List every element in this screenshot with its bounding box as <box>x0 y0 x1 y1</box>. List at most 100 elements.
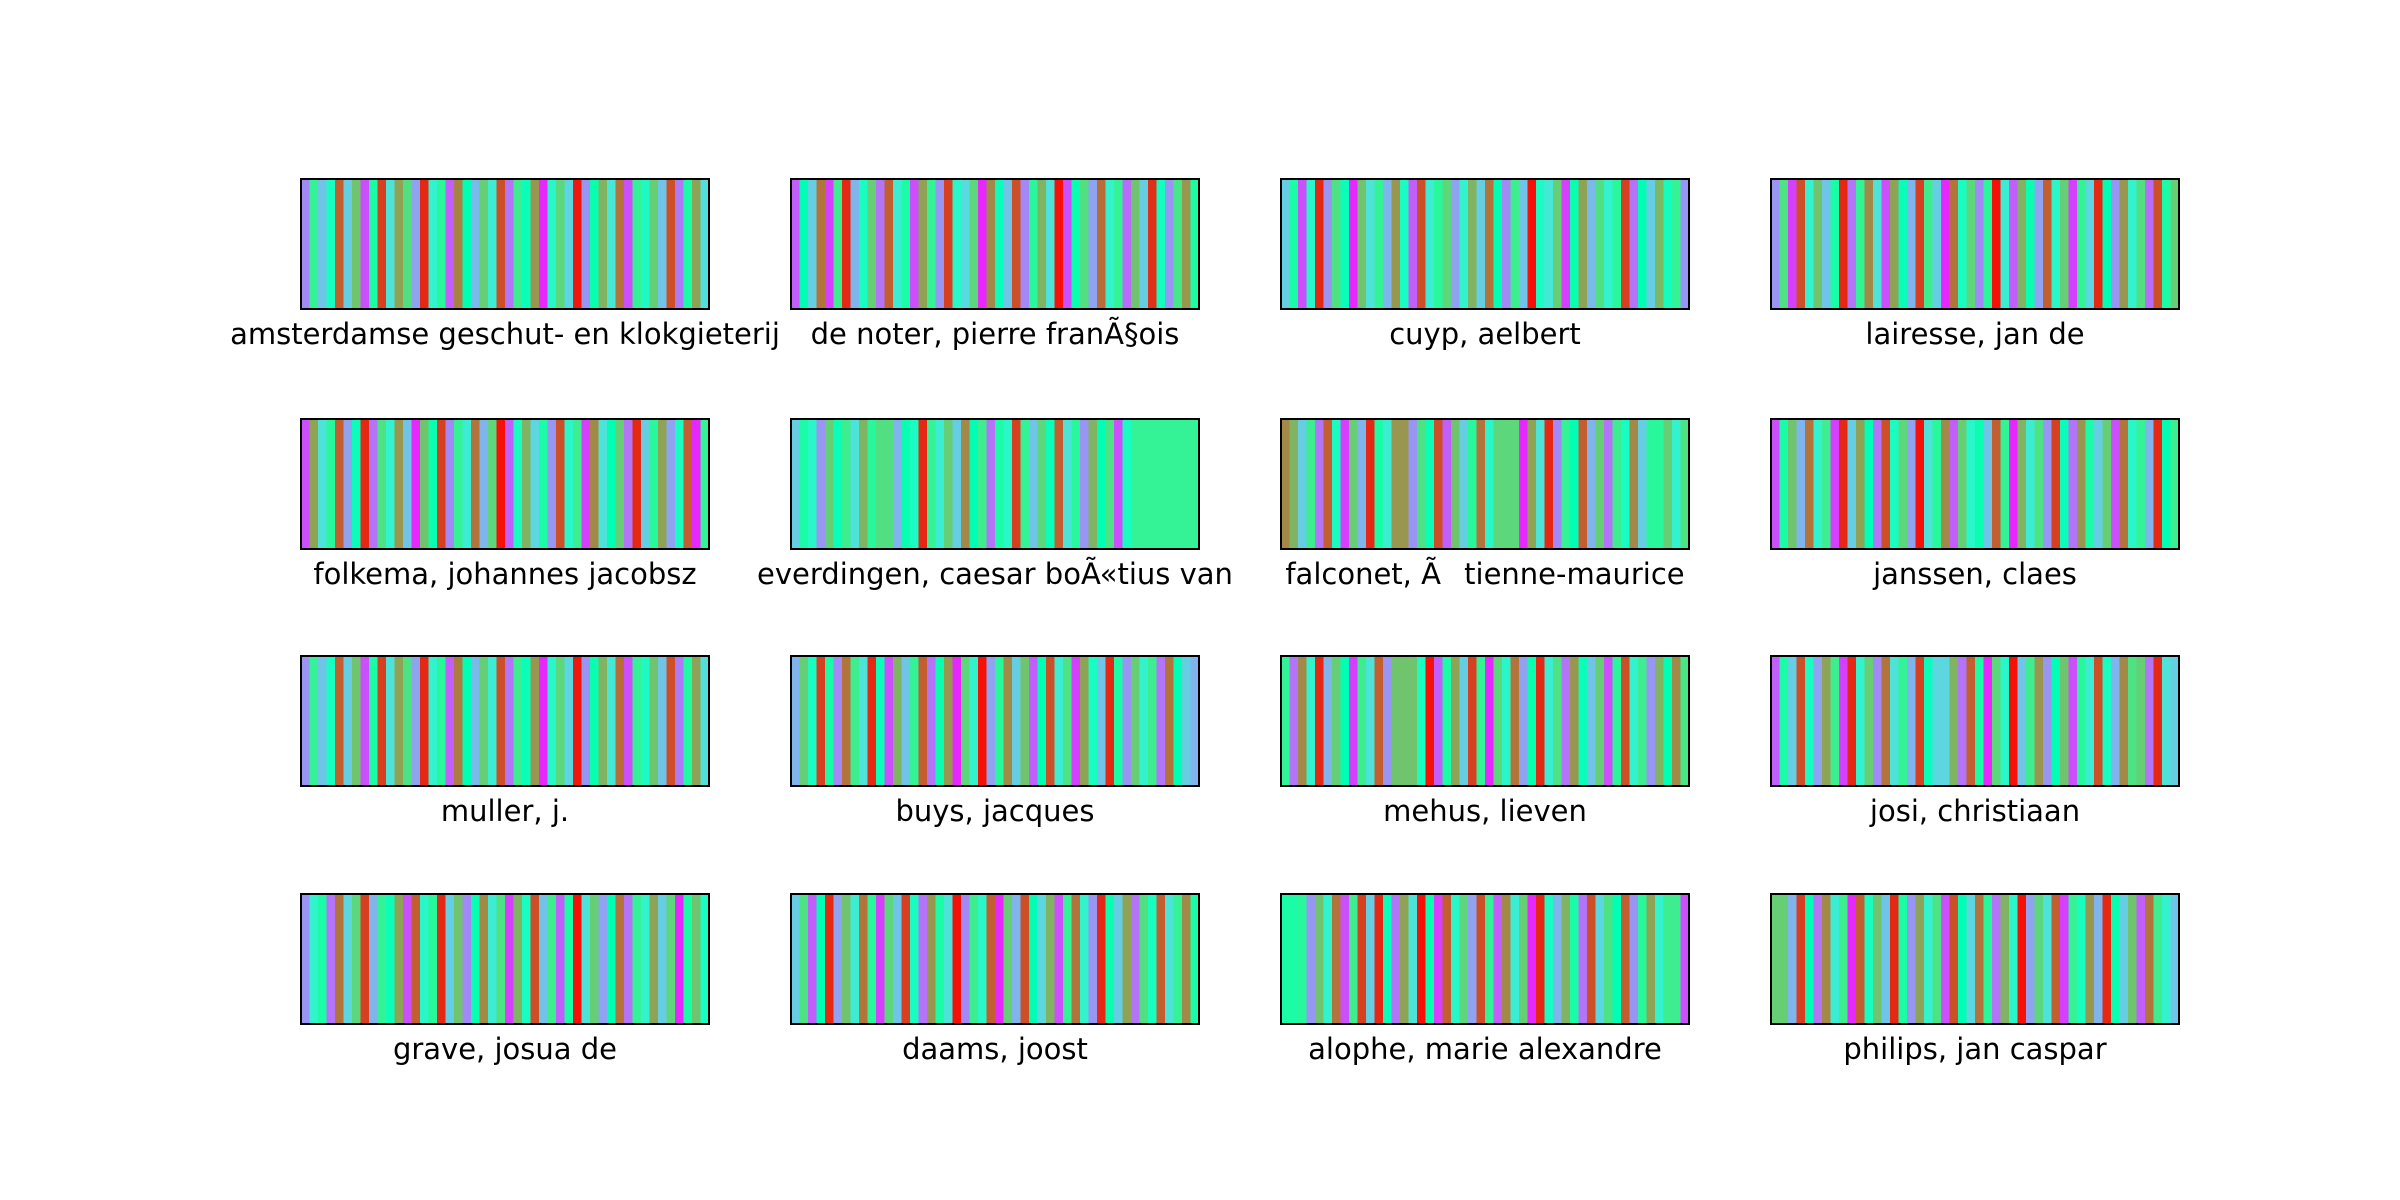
color-stripe <box>2009 894 2019 1024</box>
color-stripe <box>573 419 583 549</box>
color-stripe <box>360 179 370 309</box>
color-stripe <box>867 656 877 786</box>
color-stripe <box>1340 894 1350 1024</box>
color-stripe <box>590 656 600 786</box>
color-stripe <box>1796 656 1806 786</box>
panel-label: amsterdamse geschut- en klokgieterij <box>230 317 780 351</box>
color-stripe <box>1847 179 1857 309</box>
color-stripe <box>1374 179 1384 309</box>
color-stripe <box>1156 179 1166 309</box>
barcode-panel: folkema, johannes jacobsz <box>300 418 710 591</box>
color-stripe <box>2017 179 2027 309</box>
color-stripe <box>1544 179 1554 309</box>
color-stripe <box>369 419 379 549</box>
color-stripe <box>1958 179 1968 309</box>
color-stripe <box>2119 894 2129 1024</box>
color-stripe <box>2162 656 2172 786</box>
color-stripe <box>816 656 826 786</box>
color-stripe <box>309 894 319 1024</box>
color-stripe <box>1672 419 1682 549</box>
color-stripe <box>411 656 421 786</box>
color-stripe <box>1374 419 1384 549</box>
color-stripe <box>833 656 843 786</box>
color-stripe <box>530 656 540 786</box>
color-stripe <box>2043 419 2053 549</box>
color-stripe <box>893 656 903 786</box>
color-stripe <box>1063 894 1073 1024</box>
color-stripe <box>1655 179 1665 309</box>
color-stripe <box>1779 894 1789 1024</box>
color-stripe <box>369 656 379 786</box>
color-stripe <box>1182 656 1192 786</box>
color-stripe <box>1519 656 1529 786</box>
color-stripe <box>1298 419 1308 549</box>
color-stripe <box>1949 894 1959 1024</box>
color-stripe <box>1451 179 1461 309</box>
color-stripe <box>386 179 396 309</box>
color-stripe <box>1080 419 1090 549</box>
color-stripe <box>1830 656 1840 786</box>
color-stripe <box>1139 179 1149 309</box>
color-stripe <box>530 894 540 1024</box>
panel-label: de noter, pierre franÃ§ois <box>810 317 1180 351</box>
color-stripe <box>1054 894 1064 1024</box>
color-stripe <box>1553 419 1563 549</box>
color-stripe <box>952 894 962 1024</box>
color-stripe <box>1924 179 1934 309</box>
color-barcode <box>790 418 1200 550</box>
color-stripe <box>1822 179 1832 309</box>
color-stripe <box>1114 656 1124 786</box>
color-stripe <box>437 179 447 309</box>
panel-label: grave, josua de <box>392 1032 618 1066</box>
color-stripe <box>683 894 693 1024</box>
color-stripe <box>901 179 911 309</box>
color-stripe <box>961 656 971 786</box>
color-barcode <box>1280 178 1690 310</box>
color-stripe <box>969 656 979 786</box>
color-stripe <box>394 656 404 786</box>
color-stripe <box>386 656 396 786</box>
color-stripe <box>590 179 600 309</box>
color-stripe <box>995 894 1005 1024</box>
color-stripe <box>454 419 464 549</box>
color-stripe <box>1612 656 1622 786</box>
color-stripe <box>675 419 685 549</box>
color-stripe <box>1898 179 1908 309</box>
color-stripe <box>2094 179 2104 309</box>
color-stripe <box>1400 179 1410 309</box>
color-stripe <box>961 419 971 549</box>
color-stripe <box>1881 419 1891 549</box>
color-stripe <box>1856 179 1866 309</box>
color-stripe <box>799 419 809 549</box>
color-stripe <box>969 894 979 1024</box>
color-stripe <box>1864 656 1874 786</box>
color-stripe <box>522 419 532 549</box>
color-stripe <box>1544 656 1554 786</box>
color-stripe <box>1131 656 1141 786</box>
color-stripe <box>1105 179 1115 309</box>
color-stripe <box>1621 656 1631 786</box>
color-stripe <box>1165 894 1175 1024</box>
color-stripe <box>1924 419 1934 549</box>
color-stripe <box>1003 656 1013 786</box>
color-stripe <box>876 419 886 549</box>
color-stripe <box>850 179 860 309</box>
color-stripe <box>479 419 489 549</box>
color-stripe <box>901 894 911 1024</box>
color-stripe <box>799 179 809 309</box>
color-stripe <box>343 179 353 309</box>
color-stripe <box>1156 419 1166 549</box>
color-stripe <box>1408 179 1418 309</box>
color-stripe <box>969 419 979 549</box>
color-stripe <box>1451 419 1461 549</box>
color-stripe <box>573 179 583 309</box>
color-stripe <box>1071 179 1081 309</box>
color-stripe <box>2026 656 2036 786</box>
color-stripe <box>1493 656 1503 786</box>
color-stripe <box>513 894 523 1024</box>
color-stripe <box>927 179 937 309</box>
color-stripe <box>799 656 809 786</box>
color-stripe <box>1323 419 1333 549</box>
panel-label: cuyp, aelbert <box>1389 317 1581 351</box>
color-stripe <box>1805 419 1815 549</box>
